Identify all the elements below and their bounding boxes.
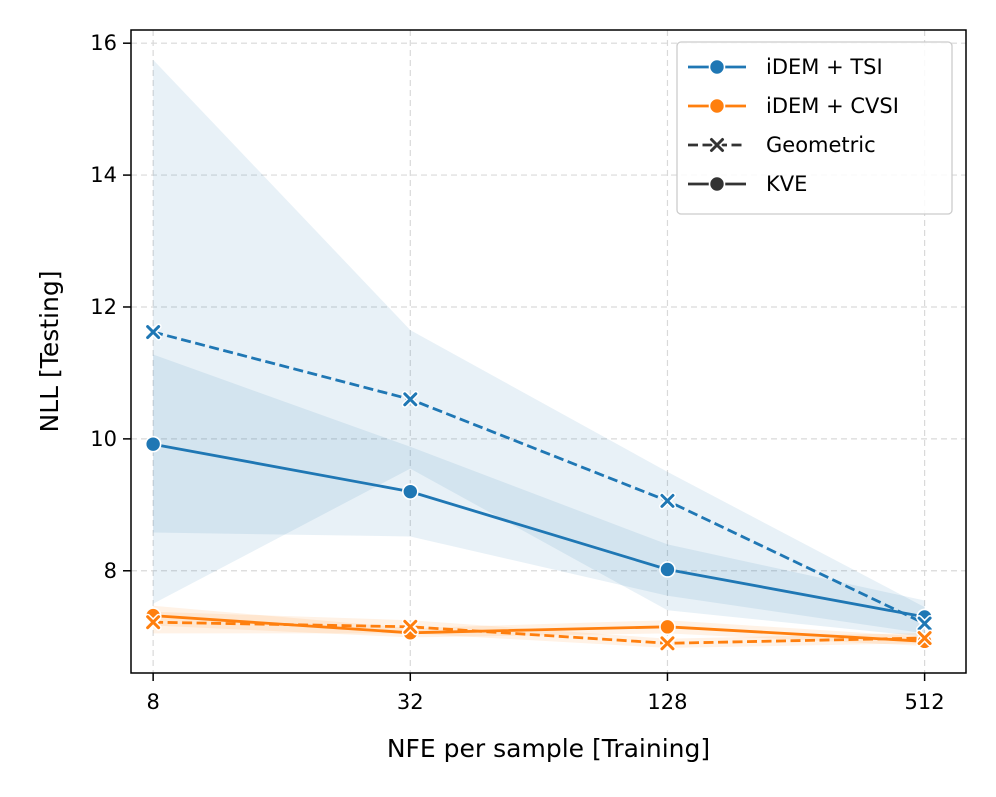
marker-x-glyph	[660, 493, 675, 508]
point-idem-tsikve-128	[659, 561, 676, 578]
marker-x-glyph	[917, 631, 932, 646]
legend-marker	[708, 97, 726, 115]
y-tick-label: 16	[90, 31, 117, 55]
legend-marker	[708, 58, 726, 76]
series-markers	[144, 323, 934, 652]
marker-x-glyph	[710, 138, 724, 152]
legend-label: iDEM + CVSI	[766, 94, 899, 118]
y-tick-label: 10	[90, 427, 117, 451]
line-idem-tsigeometric	[152, 330, 926, 625]
band-idem-tsikve	[153, 354, 925, 634]
line-idem-cvsikve	[153, 614, 925, 643]
legend-entry-idem-cvsi: iDEM + CVSI	[688, 94, 899, 118]
legend: iDEM + TSI iDEM + CVSI Geometric KVE	[676, 41, 953, 215]
marker-x-glyph	[146, 325, 161, 340]
marker-x-glyph	[660, 636, 675, 651]
point-idem-cvsikve-128	[659, 618, 676, 636]
legend-label: Geometric	[766, 133, 876, 157]
point-idem-cvsigeometric-128	[658, 634, 676, 652]
plot-frame	[130, 29, 967, 674]
marker-x-glyph	[403, 619, 418, 634]
x-tick-label: 128	[647, 690, 687, 714]
legend-marker	[708, 136, 726, 154]
legend-label: iDEM + TSI	[766, 55, 883, 79]
point-idem-cvsigeometric-8	[144, 613, 162, 631]
point-idem-tsikve-8	[144, 435, 162, 453]
line-idem-cvsigeometric	[153, 620, 925, 645]
band-idem-tsigeometric	[153, 59, 925, 637]
point-idem-cvsigeometric-512	[916, 629, 934, 647]
legend-entry-idem-tsi: iDEM + TSI	[688, 55, 883, 79]
point-idem-tsikve-32	[401, 483, 419, 500]
x-tick-label: 32	[397, 690, 424, 714]
line-idem-tsikve	[152, 442, 925, 619]
marker-x-glyph	[146, 615, 161, 630]
legend-entry-geometric: Geometric	[688, 133, 876, 157]
y-tick-label: 14	[90, 163, 117, 187]
point-idem-tsigeometric-32	[401, 390, 419, 408]
axis-ticks: 8 32 128 512 8 10 12 14 16	[90, 31, 944, 714]
y-axis-label: NLL [Testing]	[35, 271, 64, 433]
series-lines	[152, 330, 926, 645]
point-idem-tsigeometric-8	[144, 323, 162, 341]
legend-marker	[708, 175, 726, 193]
x-tick-label: 8	[146, 690, 159, 714]
legend-box	[676, 41, 953, 215]
band-idem-cvsikve	[153, 605, 925, 646]
y-tick-label: 8	[104, 559, 117, 583]
y-tick-label: 12	[90, 295, 117, 319]
marker-x-glyph	[403, 392, 418, 407]
point-idem-tsigeometric-512	[916, 615, 934, 633]
x-tick-label: 512	[905, 690, 945, 714]
point-idem-tsigeometric-128	[658, 492, 676, 510]
legend-entry-kve: KVE	[688, 172, 807, 196]
x-axis-label: NFE per sample [Training]	[387, 734, 710, 763]
point-idem-cvsigeometric-32	[401, 618, 419, 636]
marker-x-glyph	[917, 616, 932, 631]
legend-label: KVE	[766, 172, 807, 196]
